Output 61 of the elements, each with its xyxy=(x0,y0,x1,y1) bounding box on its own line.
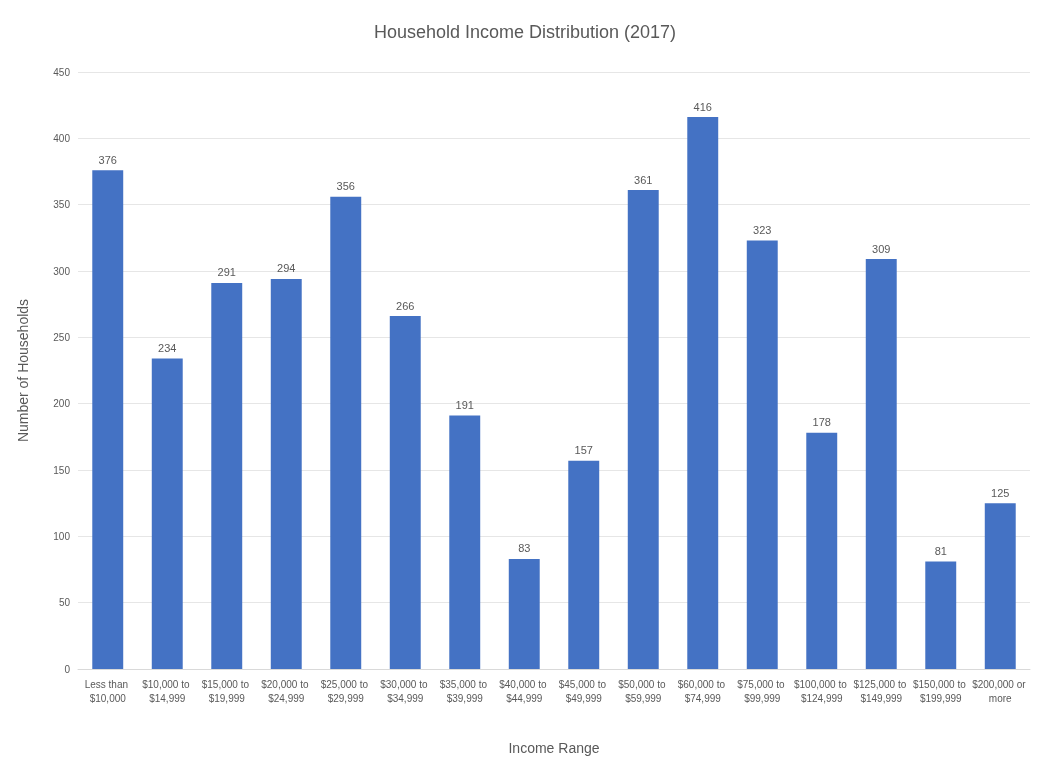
bar xyxy=(627,190,659,669)
x-tick-label: Less than $10,000 xyxy=(84,678,131,704)
x-tick-label: $15,000 to $19,999 xyxy=(201,678,252,704)
bar xyxy=(687,117,719,669)
x-tick-label: $40,000 to $44,999 xyxy=(499,678,550,704)
x-tick-label: $150,000 to $199,999 xyxy=(912,678,969,704)
x-tick-label: $125,000 to $149,999 xyxy=(853,678,910,704)
y-tick-label: 100 xyxy=(53,530,71,542)
data-label: 291 xyxy=(217,266,236,279)
bar xyxy=(449,415,481,669)
bar xyxy=(746,240,778,669)
y-tick-label: 350 xyxy=(53,199,71,211)
data-label: 356 xyxy=(336,180,355,193)
data-label: 234 xyxy=(158,342,177,355)
x-tick-label: $60,000 to $74,999 xyxy=(677,678,728,704)
data-label: 266 xyxy=(396,299,415,312)
y-tick-label: 250 xyxy=(53,331,71,343)
bar xyxy=(865,259,897,669)
x-axis-title: Income Range xyxy=(508,740,600,756)
y-tick-label: 300 xyxy=(53,265,71,277)
data-label: 83 xyxy=(518,542,531,555)
data-label: 323 xyxy=(753,223,772,236)
y-tick-label: 50 xyxy=(58,597,71,609)
x-tick-label: $25,000 to $29,999 xyxy=(320,678,371,704)
data-label: 376 xyxy=(98,153,117,166)
x-tick-label: $75,000 to $99,999 xyxy=(737,678,788,704)
bar xyxy=(330,196,362,669)
data-label: 178 xyxy=(812,416,831,429)
data-label: 294 xyxy=(277,262,296,275)
bar xyxy=(508,558,540,669)
y-tick-label: 200 xyxy=(53,398,71,410)
y-tick-label: 0 xyxy=(64,663,71,675)
y-tick-label: 150 xyxy=(53,464,71,476)
x-tick-label: $35,000 to $39,999 xyxy=(439,678,490,704)
data-label: 125 xyxy=(991,486,1010,499)
data-label: 416 xyxy=(693,100,712,113)
x-tick-label: $10,000 to $14,999 xyxy=(142,678,193,704)
data-label: 361 xyxy=(634,173,653,186)
bar xyxy=(984,503,1016,669)
data-label: 157 xyxy=(574,444,593,457)
x-tick-label: $200,000 or more xyxy=(972,678,1029,704)
data-label: 191 xyxy=(455,399,474,412)
bar xyxy=(151,358,183,669)
x-tick-label: $20,000 to $24,999 xyxy=(261,678,312,704)
data-label: 309 xyxy=(872,242,891,255)
x-tick-label: $100,000 to $124,999 xyxy=(793,678,850,704)
chart-title: Household Income Distribution (2017) xyxy=(373,22,677,42)
y-axis-title: Number of Households xyxy=(15,298,31,443)
y-tick-label: 450 xyxy=(53,66,71,78)
y-tick-label: 400 xyxy=(53,132,71,144)
x-tick-label: $50,000 to $59,999 xyxy=(618,678,669,704)
bar xyxy=(925,561,957,669)
x-tick-label: $30,000 to $34,999 xyxy=(380,678,431,704)
bar xyxy=(270,278,302,669)
x-tick-label: $45,000 to $49,999 xyxy=(558,678,609,704)
bar xyxy=(389,316,421,669)
data-label: 81 xyxy=(934,545,947,558)
bar xyxy=(92,170,124,669)
bar xyxy=(568,460,600,669)
bar xyxy=(211,282,243,669)
bar xyxy=(806,432,838,669)
